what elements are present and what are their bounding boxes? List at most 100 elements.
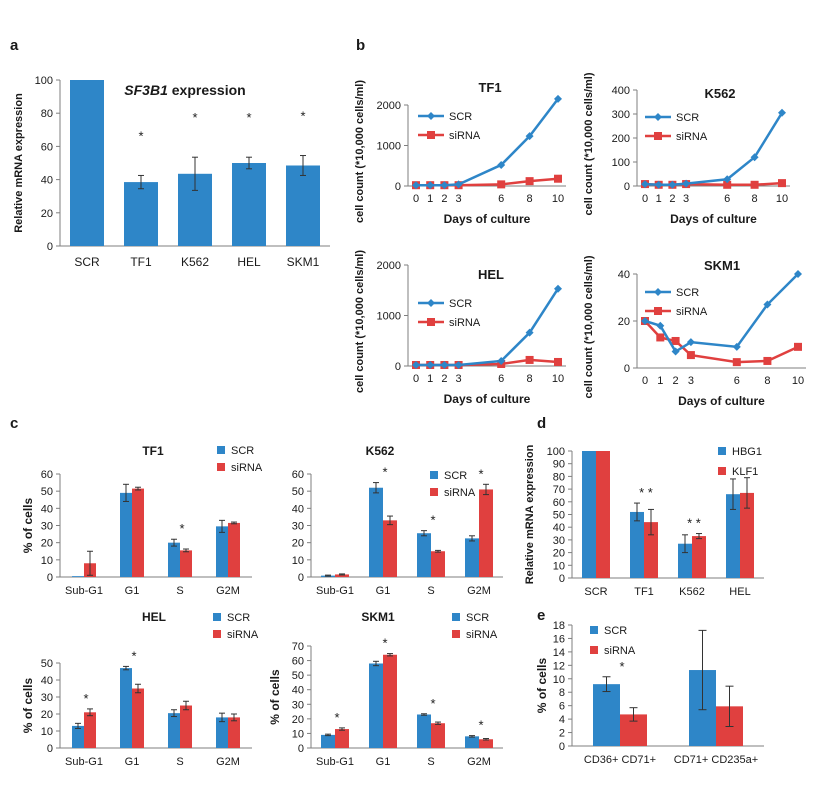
c4-y-axis-title: % of cells <box>268 669 282 725</box>
b2-legend-marker <box>654 132 662 140</box>
c1-y-axis-title: % of cells <box>21 498 35 554</box>
b4-xtick-label: 2 <box>673 375 679 387</box>
d-bar-klf1 <box>596 451 610 578</box>
d-xtick-label: TF1 <box>634 586 654 598</box>
c4-legend-label: siRNA <box>466 629 498 641</box>
b2-title: K562 <box>704 86 735 101</box>
c2-ytick-label: 50 <box>292 486 304 498</box>
c4-xtick-label: Sub-G1 <box>316 756 354 768</box>
c3-xtick-label: G1 <box>125 756 140 768</box>
b4-xtick-label: 3 <box>688 375 694 387</box>
b1-xtick-label: 3 <box>456 193 462 205</box>
c2-ytick-label: 0 <box>298 572 304 584</box>
d-y-axis-title: Relative mRNA expression <box>524 444 536 584</box>
b4-point-scr <box>671 347 680 356</box>
b4-xtick-label: 1 <box>657 375 663 387</box>
b3-ytick-label: 2000 <box>377 260 401 272</box>
b4-ytick-label: 40 <box>618 269 630 281</box>
e-xtick-label: CD71+ CD235a+ <box>674 754 758 766</box>
b3-point-scr <box>426 360 435 369</box>
c4-bar-sirna <box>431 723 445 748</box>
c1-legend-label: SCR <box>231 445 254 457</box>
d-xtick-label: K562 <box>679 586 705 598</box>
d-ytick-label: 100 <box>547 446 565 458</box>
e-ytick-label: 8 <box>559 687 565 699</box>
c1-xtick-label: G1 <box>125 585 140 597</box>
c3-legend-swatch <box>213 613 221 621</box>
c1-bar-sirna <box>132 488 144 577</box>
c2-legend-swatch <box>430 471 438 479</box>
c2-bar-scr <box>417 533 431 577</box>
b1-legend-label: siRNA <box>449 130 481 142</box>
a-ytick-label: 80 <box>41 108 53 120</box>
b1-xtick-label: 2 <box>441 193 447 205</box>
b3-xtick-label: 6 <box>498 373 504 385</box>
a-xtick-label: SCR <box>74 255 100 269</box>
c4-xtick-label: G1 <box>376 756 391 768</box>
b3-xtick-label: 10 <box>552 373 564 385</box>
a-ytick-label: 0 <box>47 241 53 253</box>
panel-label-b: b <box>356 37 365 54</box>
panel-label-a: a <box>10 37 19 54</box>
b1-x-axis-title: Days of culture <box>444 212 531 226</box>
c3-xtick-label: S <box>176 756 183 768</box>
b4-xtick-label: 10 <box>792 375 804 387</box>
c4-ytick-label: 20 <box>292 714 304 726</box>
c1-xtick-label: G2M <box>216 585 240 597</box>
b2-point-sirna <box>778 179 786 188</box>
c2-ytick-label: 20 <box>292 538 304 550</box>
c2-ytick-label: 60 <box>292 469 304 481</box>
c1-ytick-label: 0 <box>47 572 53 584</box>
b4-point-sirna <box>656 333 665 342</box>
b4-series-line-sirna <box>644 320 799 364</box>
panel-label-e: e <box>537 607 545 624</box>
c3-significance-star: * <box>131 648 136 663</box>
d-legend-swatch <box>718 467 726 475</box>
c4-ytick-label: 40 <box>292 685 304 697</box>
b1-point-scr <box>525 132 534 141</box>
e-legend-swatch <box>590 646 598 654</box>
b4-xtick-label: 6 <box>734 375 740 387</box>
b3-point-scr <box>497 356 506 365</box>
e-ytick-label: 16 <box>553 633 565 645</box>
c2-bar-sirna <box>383 520 397 577</box>
c2-bar-scr <box>465 538 479 577</box>
b1-legend-label: SCR <box>449 111 472 123</box>
e-ytick-label: 18 <box>553 620 565 632</box>
b3-ytick-label: 0 <box>395 361 401 373</box>
b3-xtick-label: 2 <box>441 373 447 385</box>
b1-xtick-label: 10 <box>552 193 564 205</box>
d-ytick-label: 50 <box>553 510 565 522</box>
c1-ytick-label: 30 <box>41 521 53 533</box>
d-significance-star: * * <box>687 516 701 531</box>
b1-point-scr <box>497 160 506 169</box>
e-significance-star: * <box>619 659 624 674</box>
b3-xtick-label: 0 <box>413 373 419 385</box>
b1-point-scr <box>426 181 435 190</box>
b4-x-axis-title: Days of culture <box>678 394 765 408</box>
c4-bar-sirna <box>383 654 397 748</box>
c4-ytick-label: 10 <box>292 728 304 740</box>
c4-legend-swatch <box>452 630 460 638</box>
c3-bar-scr <box>120 668 132 748</box>
c1-bar-scr <box>72 576 84 577</box>
b4-point-scr <box>763 300 772 309</box>
panel-label-c: c <box>10 415 18 432</box>
b3-xtick-label: 8 <box>527 373 533 385</box>
d-legend-label: HBG1 <box>732 446 762 458</box>
b4-title: SKM1 <box>704 258 740 273</box>
d-legend-swatch <box>718 447 726 455</box>
d-ytick-label: 30 <box>553 535 565 547</box>
c3-ytick-label: 50 <box>41 658 53 670</box>
b3-y-axis-title: cell count (*10,000 cells/ml) <box>354 250 366 393</box>
c4-ytick-label: 50 <box>292 670 304 682</box>
c3-bar-sirna <box>132 688 144 748</box>
b1-ytick-label: 0 <box>395 181 401 193</box>
b2-legend-label: SCR <box>676 112 699 124</box>
c1-legend-label: siRNA <box>231 462 263 474</box>
c3-xtick-label: Sub-G1 <box>65 756 103 768</box>
c4-ytick-label: 60 <box>292 656 304 668</box>
c4-significance-star: * <box>334 710 339 725</box>
b1-y-axis-title: cell count (*10,000 cells/ml) <box>354 80 366 223</box>
a-xtick-label: K562 <box>181 255 209 269</box>
